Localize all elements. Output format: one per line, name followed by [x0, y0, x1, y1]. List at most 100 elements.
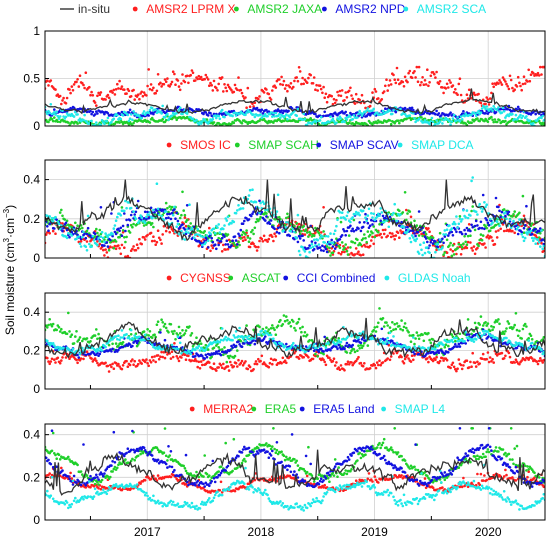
data-point-smap-dca: [382, 220, 386, 224]
data-point-smap-dca: [192, 236, 196, 240]
data-point-amsr2-sca: [248, 110, 252, 113]
data-point-amsr2-lprm-x: [149, 83, 153, 86]
data-point-cygnss: [147, 364, 150, 368]
data-point-amsr2-lprm-x: [241, 95, 245, 98]
data-point-smos-ic: [465, 246, 469, 250]
data-point-cygnss: [451, 361, 455, 365]
y-tick-label: 0.4: [23, 173, 40, 187]
data-point-smap-scav: [136, 199, 140, 203]
data-point-smap-scav: [83, 232, 86, 236]
data-point-smap-dca: [364, 216, 367, 219]
data-point-amsr2-lprm-x: [491, 82, 494, 85]
data-point-amsr2-lprm-x: [129, 95, 133, 98]
data-point-smap-dca: [218, 231, 222, 234]
data-point-smap-dca: [50, 216, 54, 220]
data-point-amsr2-sca: [76, 113, 79, 116]
data-point-amsr2-sca: [318, 119, 322, 122]
data-point-ascat: [225, 360, 229, 364]
data-point-smap-scah: [478, 238, 482, 242]
data-point-smap-dca: [420, 248, 423, 252]
data-point-cygnss: [254, 360, 258, 363]
data-point-smap-dca: [512, 219, 515, 223]
data-point-amsr2-npd: [53, 108, 56, 111]
data-point-cygnss: [259, 359, 262, 363]
data-point-amsr2-sca: [502, 110, 506, 113]
data-point-ascat: [163, 322, 167, 326]
data-point-amsr2-lprm-x: [133, 98, 136, 101]
data-point-amsr2-sca: [259, 113, 262, 116]
data-point-ascat: [161, 321, 164, 324]
data-point-cygnss: [435, 355, 438, 359]
data-point-cygnss: [121, 364, 125, 367]
data-point-amsr2-sca: [372, 107, 376, 111]
data-point-amsr2-lprm-x: [437, 82, 441, 86]
data-point-ascat: [502, 332, 506, 336]
data-point-amsr2-lprm-x: [422, 83, 426, 86]
data-point-ascat: [68, 330, 71, 333]
data-point-smap-scav: [338, 238, 342, 241]
data-point-cci-combined: [329, 348, 332, 352]
data-point-smap-scah: [488, 229, 492, 232]
data-point-ascat: [478, 323, 482, 326]
data-point-smap-scah: [338, 246, 342, 250]
data-point-smap-dca: [421, 253, 424, 257]
data-point-amsr2-sca: [285, 113, 288, 116]
data-point-amsr2-sca: [55, 110, 58, 114]
data-point-smap-scav: [118, 229, 121, 233]
data-point-cygnss: [161, 355, 164, 359]
data-point-amsr2-jaxa: [56, 120, 60, 123]
data-point-ascat: [454, 339, 457, 343]
data-point-amsr2-lprm-x: [286, 89, 289, 93]
data-point-smap-scav: [478, 226, 482, 230]
data-point-amsr2-lprm-x: [419, 83, 422, 87]
data-point-amsr2-lprm-x: [465, 93, 469, 96]
data-point-cygnss: [187, 354, 190, 358]
data-point-amsr2-lprm-x: [337, 94, 341, 97]
data-point-cygnss: [434, 358, 437, 362]
data-point-smap-dca: [309, 246, 313, 250]
data-point-ascat: [195, 336, 198, 340]
data-point-cygnss: [285, 361, 288, 365]
data-point-amsr2-jaxa: [490, 115, 493, 119]
data-point-ascat: [378, 307, 381, 310]
data-point-cygnss: [145, 358, 148, 361]
data-point-smap-scav: [325, 250, 329, 254]
data-point-smap-scah: [464, 240, 468, 244]
data-point-smap-dca: [406, 230, 409, 233]
data-point-amsr2-lprm-x: [421, 76, 424, 79]
data-point-smap-scah: [366, 230, 370, 233]
data-point-amsr2-lprm-x: [224, 86, 227, 90]
data-point-gldas-noah: [260, 329, 264, 333]
data-point-amsr2-sca: [449, 123, 452, 126]
data-point-smap-scav: [126, 223, 130, 227]
data-point-smos-ic: [392, 234, 395, 238]
data-point-ascat: [392, 328, 395, 332]
data-point-cygnss: [431, 359, 435, 363]
data-point-cci-combined: [264, 335, 267, 338]
data-point-amsr2-lprm-x: [274, 86, 278, 89]
data-point-smap-scav: [381, 214, 385, 218]
data-point-smap-dca: [377, 212, 380, 216]
series-group: [45, 307, 545, 373]
data-point-amsr2-lprm-x: [204, 73, 208, 77]
data-point-cygnss: [60, 359, 63, 362]
data-point-gldas-noah: [185, 352, 189, 355]
data-point-cygnss: [50, 357, 54, 361]
data-point-amsr2-lprm-x: [377, 97, 380, 100]
data-point-amsr2-sca: [448, 119, 451, 123]
data-point-cygnss: [149, 361, 153, 364]
data-point-amsr2-lprm-x: [99, 91, 103, 94]
data-point-smos-ic: [149, 231, 153, 235]
data-point-smap-dca: [98, 240, 102, 243]
data-point-smap-scah: [181, 190, 184, 194]
data-point-smap-scah: [107, 249, 111, 252]
data-point-smap-dca: [204, 241, 208, 244]
data-point-gldas-noah: [109, 338, 112, 342]
data-point-smap-scav: [296, 240, 300, 244]
data-point-amsr2-lprm-x: [252, 105, 255, 108]
data-point-ascat: [300, 330, 303, 334]
data-point-smos-ic: [113, 244, 117, 248]
data-point-smap-scav: [335, 243, 338, 247]
data-point-amsr2-sca: [345, 118, 349, 121]
data-point-smap-dca: [529, 229, 533, 233]
